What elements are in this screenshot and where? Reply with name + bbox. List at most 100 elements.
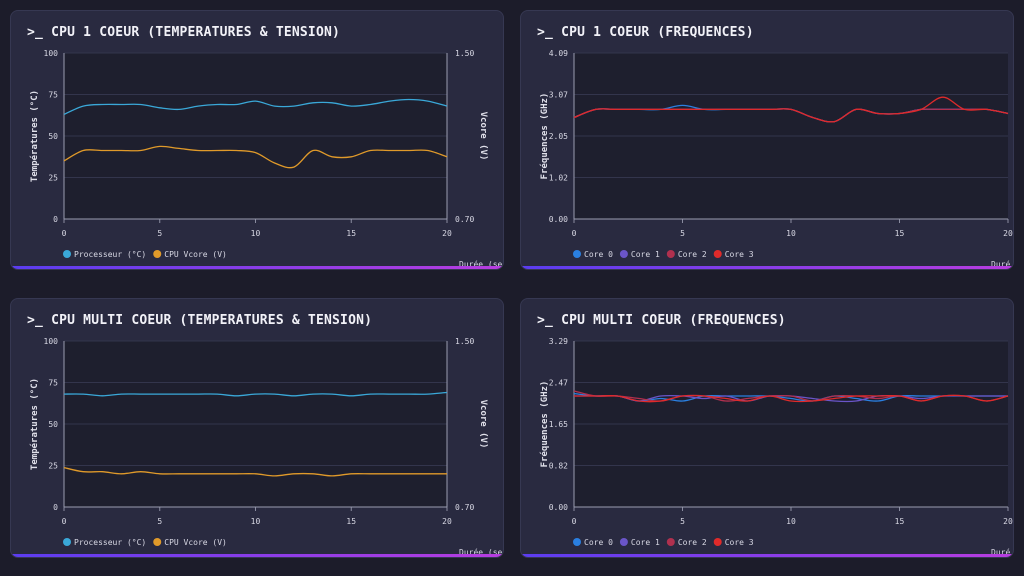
y-axis-label: Températures (°C) [29, 378, 40, 470]
y-tick-label: 0 [53, 215, 58, 224]
legend-entry[interactable]: Core 3 [725, 250, 754, 259]
x-tick-label: 15 [346, 517, 356, 526]
x-tick-label: 15 [895, 517, 905, 526]
y-tick-label: 2.05 [549, 132, 568, 141]
y-tick-label: 100 [44, 337, 59, 346]
x-tick-label: 0 [572, 229, 577, 238]
x-tick-label: 0 [572, 517, 577, 526]
chart-cpu1-freq-svg: 0.00 1.02 2.05 3.07 4.09 0 5 10 15 20 Fréquences (… [539, 49, 1013, 269]
y-tick-label: 50 [48, 420, 58, 429]
card-accent-bar [11, 554, 503, 557]
x-tick-label: 5 [157, 229, 162, 238]
x-tick-label: 10 [251, 517, 261, 526]
x-tick-label: 20 [1003, 517, 1013, 526]
x-tick-label: 20 [442, 517, 452, 526]
chart-card-cpu1-temp: >_ CPU 1 COEUR (TEMPERATURES & TENSION) … [10, 10, 504, 270]
y-tick-label: 4.09 [549, 49, 568, 58]
legend-entry[interactable]: CPU Vcore (V) [164, 250, 227, 259]
series-line-0 [63, 391, 448, 397]
y-tick-label: 100 [44, 49, 59, 58]
legend-swatch [619, 538, 628, 546]
card-accent-bar [521, 554, 1013, 557]
x-axis-label: Durée (sec [459, 547, 504, 557]
legend-swatch [63, 250, 71, 258]
legend-swatch [666, 538, 675, 546]
legend-entry[interactable]: CPU Vcore (V) [164, 538, 227, 547]
series-line-1 [63, 145, 448, 169]
legend-swatch [63, 538, 71, 546]
y-tick-label: 0 [53, 503, 58, 512]
chart-card-multi-temp: >_ CPU MULTI COEUR (TEMPERATURES & TENSI… [10, 298, 504, 558]
legend-swatch [153, 250, 162, 258]
legend-entry[interactable]: Core 0 [584, 538, 613, 547]
y2-tick-label: 1.50 [455, 337, 474, 346]
y-axis-label: Températures (°C) [29, 90, 40, 182]
legend-swatch [713, 538, 722, 546]
y2-axis-label: Vcore (V) [478, 112, 488, 161]
series-line-1 [63, 466, 447, 477]
x-tick-label: 5 [680, 517, 685, 526]
chart-multi-temp-svg: 0 25 50 75 100 0 5 10 15 20 Températures (°C) 0.70 1… [29, 337, 504, 557]
card-title: >_ CPU MULTI COEUR (TEMPERATURES & TENSI… [27, 313, 373, 328]
x-tick-label: 15 [346, 229, 356, 238]
x-tick-label: 10 [786, 229, 796, 238]
x-tick-label: 10 [251, 229, 261, 238]
x-tick-label: 0 [62, 517, 67, 526]
legend-entry[interactable]: Core 1 [631, 538, 660, 547]
y-tick-label: 50 [48, 132, 58, 141]
x-tick-label: 0 [62, 229, 67, 238]
x-axis-label: Duré [991, 259, 1010, 269]
y-tick-label: 3.29 [549, 337, 568, 346]
legend-swatch [153, 538, 162, 546]
y2-tick-label: 0.70 [455, 215, 474, 224]
x-axis-label: Durée (sec [459, 259, 504, 269]
y2-tick-label: 1.50 [455, 49, 474, 58]
legend-entry[interactable]: Core 2 [678, 250, 707, 259]
x-tick-label: 5 [680, 229, 685, 238]
card-title: >_ CPU 1 COEUR (TEMPERATURES & TENSION) [27, 25, 341, 40]
legend-swatch [619, 250, 628, 258]
y-tick-label: 75 [48, 379, 58, 388]
y-tick-label: 1.02 [549, 174, 568, 183]
y2-tick-label: 0.70 [455, 503, 474, 512]
chart-card-multi-freq: >_ CPU MULTI COEUR (FREQUENCES) 0.00 0.82… [520, 298, 1014, 558]
card-accent-bar [11, 266, 503, 269]
chart-card-cpu1-freq: >_ CPU 1 COEUR (FREQUENCES) 0.00 1.02 2.05… [520, 10, 1014, 270]
x-tick-label: 10 [786, 517, 796, 526]
card-accent-bar [521, 266, 1013, 269]
y-tick-label: 0.82 [549, 462, 568, 471]
legend-swatch [573, 250, 581, 258]
y-tick-label: 0.00 [549, 503, 568, 512]
legend-swatch [666, 250, 675, 258]
legend-entry[interactable]: Core 1 [631, 250, 660, 259]
y-tick-label: 75 [48, 91, 58, 100]
legend-swatch [713, 250, 722, 258]
y-tick-label: 0.00 [549, 215, 568, 224]
x-tick-label: 5 [157, 517, 162, 526]
y-tick-label: 1.65 [549, 420, 568, 429]
card-title: >_ CPU MULTI COEUR (FREQUENCES) [537, 313, 786, 328]
x-tick-label: 15 [895, 229, 905, 238]
y-tick-label: 3.07 [549, 91, 568, 100]
card-title: >_ CPU 1 COEUR (FREQUENCES) [537, 25, 754, 40]
chart-multi-freq-svg: 0.00 0.82 1.65 2.47 3.29 0 5 10 15 20 Fréquences (… [539, 337, 1013, 557]
y-axis-label: Fréquences (GHz) [539, 381, 550, 468]
legend-entry[interactable]: Core 0 [584, 250, 613, 259]
chart-cpu1-temp-svg: 0 25 50 75 100 0 5 10 15 20 Températures (°C) 0.70 1… [29, 49, 504, 269]
x-axis-label: Duré [991, 547, 1010, 557]
series-line-3 [573, 96, 1009, 123]
y-tick-label: 2.47 [549, 379, 568, 388]
series-line-0 [63, 98, 448, 115]
x-tick-label: 20 [442, 229, 452, 238]
y-axis-label: Fréquences (GHz) [539, 93, 550, 180]
legend-entry[interactable]: Core 3 [725, 538, 754, 547]
y-tick-label: 25 [48, 462, 58, 471]
y-tick-label: 25 [48, 174, 58, 183]
series-line-3 [573, 394, 1009, 403]
x-tick-label: 20 [1003, 229, 1013, 238]
legend-entry[interactable]: Core 2 [678, 538, 707, 547]
y2-axis-label: Vcore (V) [478, 400, 488, 449]
legend-entry[interactable]: Processeur (°C) [74, 538, 146, 547]
legend-swatch [573, 538, 581, 546]
legend-entry[interactable]: Processeur (°C) [74, 250, 146, 259]
